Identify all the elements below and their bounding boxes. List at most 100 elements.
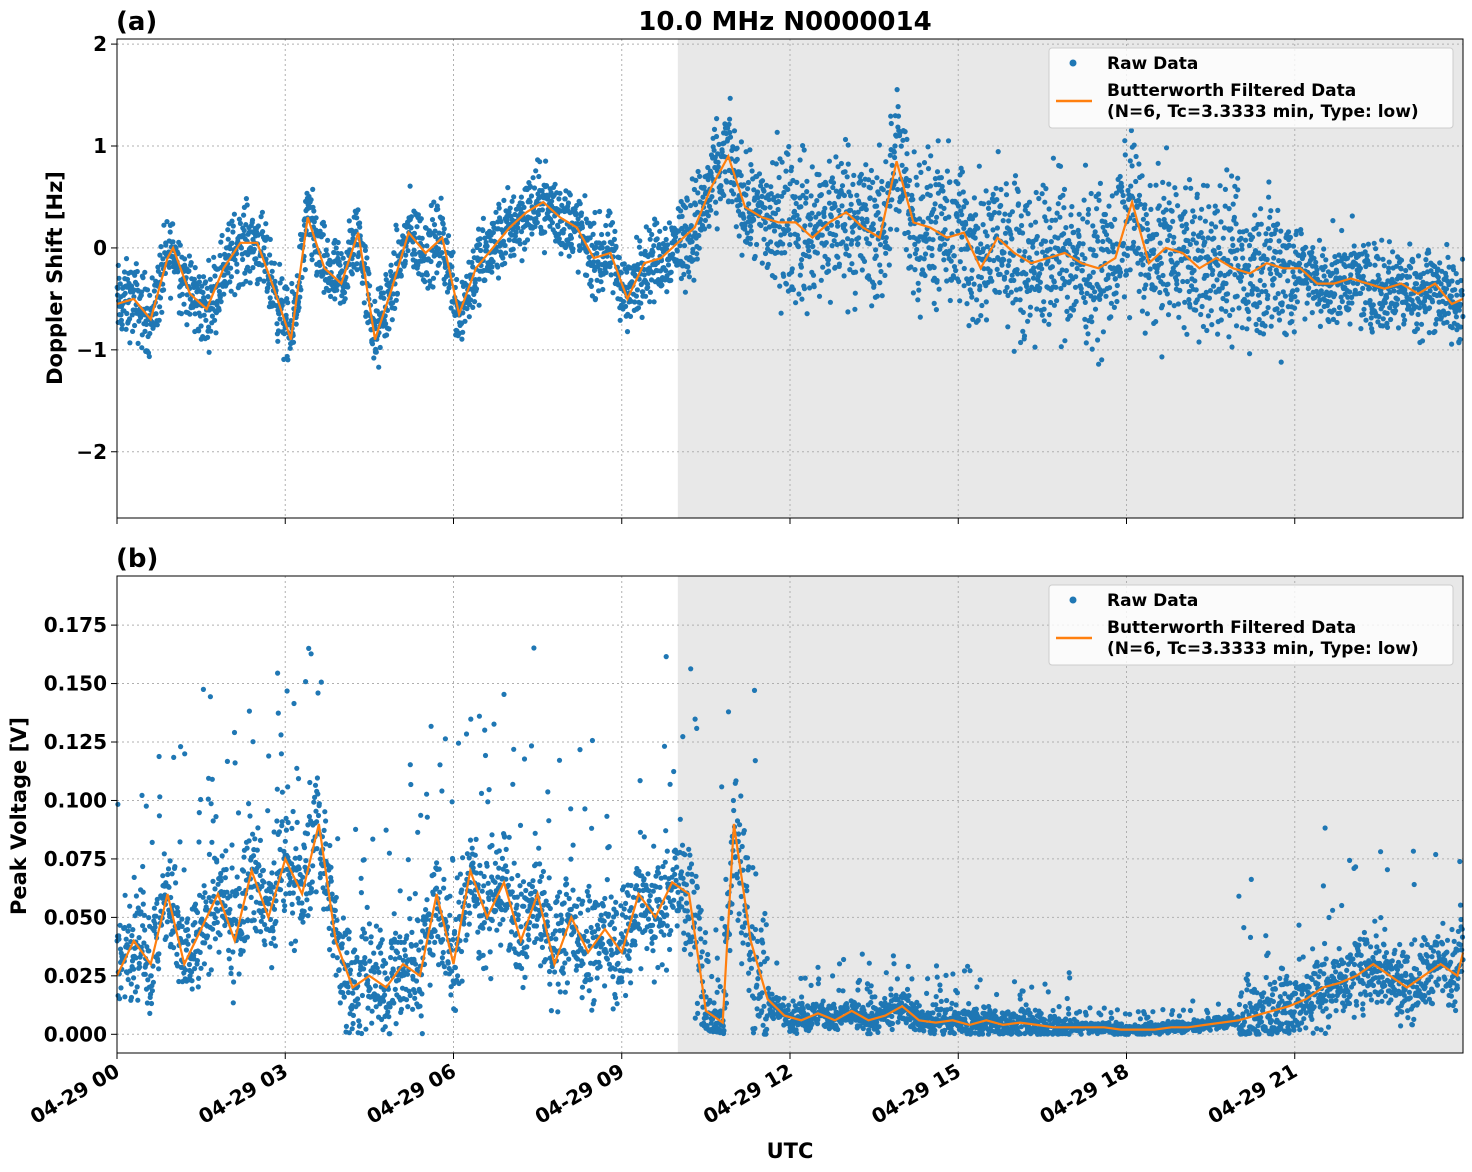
raw-data-point <box>165 871 171 878</box>
raw-data-point <box>495 264 501 270</box>
raw-data-point <box>194 958 200 964</box>
raw-data-point <box>341 290 348 296</box>
raw-data-point <box>1403 267 1409 274</box>
y-tick-label: 0.025 <box>44 964 107 988</box>
raw-data-point <box>1002 230 1009 236</box>
raw-data-point <box>1402 317 1408 323</box>
raw-data-point <box>889 197 895 203</box>
raw-data-point <box>579 225 586 231</box>
raw-data-point <box>1437 260 1443 266</box>
raw-data-point <box>1089 319 1095 325</box>
raw-data-point <box>584 272 590 278</box>
raw-data-point <box>1073 274 1079 280</box>
raw-data-point <box>1418 321 1425 327</box>
raw-data-point <box>1416 305 1423 311</box>
raw-data-point <box>448 305 454 311</box>
raw-data-point <box>893 178 899 184</box>
raw-data-point <box>188 260 194 266</box>
raw-data-point <box>842 221 848 228</box>
raw-data-point <box>1277 249 1283 255</box>
raw-data-point <box>1285 278 1291 284</box>
raw-data-point <box>1165 237 1171 243</box>
raw-data-point <box>301 908 307 914</box>
raw-data-point <box>1039 312 1045 318</box>
raw-data-point <box>659 282 665 288</box>
raw-data-point <box>144 287 151 293</box>
raw-data-point <box>1226 334 1232 340</box>
raw-data-point <box>284 688 290 694</box>
raw-data-point <box>1319 253 1326 259</box>
raw-data-point <box>1322 264 1328 270</box>
raw-data-point <box>1265 226 1271 232</box>
raw-data-point <box>695 168 701 175</box>
raw-data-point <box>637 238 643 244</box>
raw-data-point <box>200 686 206 693</box>
raw-data-point <box>905 183 911 189</box>
raw-data-point <box>1298 231 1304 237</box>
raw-data-point <box>1393 308 1399 314</box>
raw-data-point <box>1106 249 1112 255</box>
raw-data-point <box>943 267 949 273</box>
raw-data-point <box>874 203 880 209</box>
raw-data-point <box>127 903 133 909</box>
raw-data-point <box>918 169 924 175</box>
raw-data-point <box>444 289 451 295</box>
raw-data-point <box>593 244 599 250</box>
raw-data-point <box>1249 234 1256 240</box>
raw-data-point <box>686 269 692 275</box>
raw-data-point <box>1127 158 1133 164</box>
raw-data-point <box>1398 266 1404 272</box>
raw-data-point <box>1025 277 1031 283</box>
raw-data-point <box>432 228 438 234</box>
raw-data-point <box>941 257 947 263</box>
raw-data-point <box>719 149 725 155</box>
raw-data-point <box>905 229 911 236</box>
raw-data-point <box>285 357 291 363</box>
raw-data-point <box>1093 253 1099 259</box>
raw-data-point <box>315 812 322 819</box>
raw-data-point <box>230 229 236 235</box>
raw-data-point <box>647 289 654 295</box>
raw-data-point <box>996 210 1002 216</box>
raw-data-point <box>424 243 430 249</box>
raw-data-point <box>1406 274 1413 280</box>
raw-data-point <box>654 236 660 242</box>
raw-data-point <box>915 297 921 303</box>
raw-data-point <box>317 262 323 268</box>
raw-data-point <box>1271 255 1277 261</box>
raw-data-point <box>118 317 124 323</box>
raw-data-point <box>1267 214 1273 220</box>
raw-data-point <box>662 225 668 231</box>
raw-data-point <box>839 183 846 189</box>
raw-data-point <box>259 262 265 268</box>
raw-data-point <box>1001 257 1007 263</box>
raw-data-point <box>327 262 333 268</box>
raw-data-point <box>422 279 428 285</box>
raw-data-point <box>959 234 965 240</box>
raw-data-point <box>845 142 851 148</box>
raw-data-point <box>1273 227 1279 233</box>
raw-data-point <box>886 262 892 268</box>
raw-data-point <box>1020 309 1026 315</box>
raw-data-point <box>933 219 939 225</box>
raw-data-point <box>354 261 360 267</box>
raw-data-point <box>476 302 482 308</box>
raw-data-point <box>1082 162 1089 168</box>
raw-data-point <box>303 679 309 685</box>
raw-data-point <box>573 211 580 217</box>
legend-filtered-label: Butterworth Filtered Data <box>1107 81 1356 101</box>
raw-data-point <box>1041 318 1047 324</box>
raw-data-point <box>787 232 794 238</box>
raw-data-point <box>393 222 399 228</box>
raw-data-point <box>201 883 207 889</box>
raw-data-point <box>980 222 986 228</box>
raw-data-point <box>1194 191 1200 197</box>
raw-data-point <box>1415 253 1422 259</box>
raw-data-point <box>415 212 421 218</box>
raw-data-point <box>243 278 249 284</box>
raw-data-point <box>1317 323 1323 329</box>
raw-data-point <box>201 312 207 318</box>
raw-data-point <box>1361 306 1367 312</box>
raw-data-point <box>808 193 814 199</box>
raw-data-point <box>1251 255 1257 261</box>
